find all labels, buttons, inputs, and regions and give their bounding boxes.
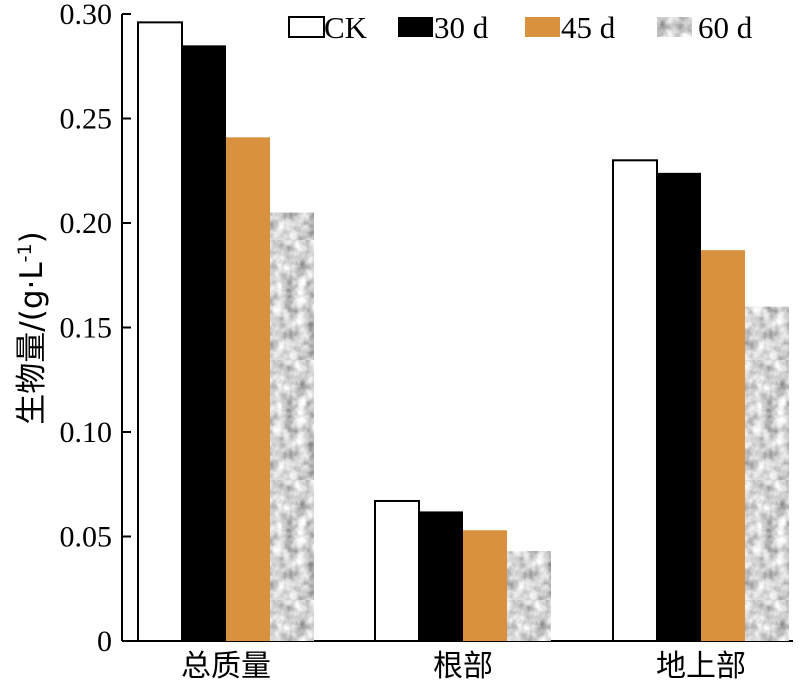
y-tick-label: 0.25 (60, 103, 113, 136)
legend-label: 45 d (561, 10, 616, 45)
legend-label: 30 d (434, 10, 489, 45)
y-axis-label-close: ) (14, 231, 50, 243)
bar-3-60d (745, 306, 789, 641)
bar-3-30d (657, 172, 701, 641)
y-axis-label-superscript: -1 (14, 243, 36, 262)
y-tick-label: 0.05 (60, 521, 113, 554)
bar-1-60d (270, 212, 314, 642)
legend: CK 30 d 45 d 60 d (288, 10, 753, 45)
bar-1-30d (182, 45, 226, 642)
bar-3-CK (612, 159, 658, 643)
y-tick-label: 0.20 (60, 207, 113, 240)
y-tick-label: 0 (97, 625, 112, 658)
bar-2-45d (463, 530, 507, 641)
legend-label: 60 d (698, 10, 753, 45)
bar-1-45d (226, 137, 270, 641)
legend-swatch (398, 17, 433, 37)
legend-label: CK (324, 10, 368, 45)
x-category-label: 总质量 (181, 649, 271, 684)
y-tick-label: 0.15 (60, 312, 113, 345)
legend-swatch (657, 17, 692, 37)
legend-swatch (288, 16, 325, 38)
y-tick-label: 0.10 (60, 416, 113, 449)
bars (137, 21, 789, 643)
bar-2-CK (374, 499, 420, 642)
bar-1-CK (137, 21, 183, 643)
axes: 0 0.05 0.10 0.15 0.20 0.25 0.30 生物量/(g·L-1) 总质量 根… (14, 0, 793, 684)
x-category-label: 根部 (433, 649, 493, 684)
bar-3-45d (701, 250, 745, 642)
x-category-label: 地上部 (656, 649, 746, 684)
legend-swatch (525, 17, 560, 37)
bar-2-30d (419, 511, 463, 641)
y-tick-label: 0.30 (60, 0, 113, 31)
bar-2-60d (507, 551, 551, 641)
y-axis-label: 生物量/(g·L-1) (14, 231, 50, 424)
y-axis-label-main: 生物量/(g·L (14, 262, 50, 425)
